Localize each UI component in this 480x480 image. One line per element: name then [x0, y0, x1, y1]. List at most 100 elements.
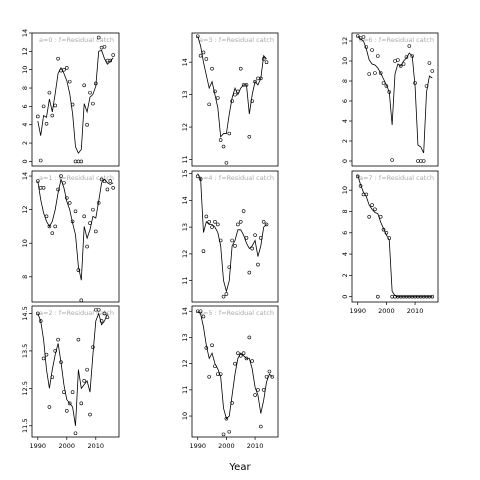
y-tick-label: 12	[21, 205, 29, 213]
data-point	[253, 393, 257, 397]
fitted-line	[37, 177, 114, 281]
panel-0: a=0 : f=Residual catch 0 2 4 6 8 10 12 14	[21, 29, 120, 167]
data-point	[261, 219, 266, 224]
data-point	[70, 102, 75, 107]
y-tick-label: 2	[21, 141, 29, 145]
data-point	[390, 158, 394, 162]
data-point	[221, 294, 226, 299]
data-point	[210, 343, 214, 348]
data-point	[407, 44, 412, 48]
panel-frame	[191, 170, 279, 303]
data-point	[96, 35, 101, 40]
data-point	[62, 390, 66, 394]
data-point	[70, 219, 75, 224]
data-point	[198, 53, 203, 58]
y-tick-label: 0	[341, 295, 349, 299]
data-point	[216, 222, 220, 227]
data-point	[267, 369, 272, 374]
data-point	[373, 71, 377, 75]
y-tick-label: 10	[341, 186, 349, 194]
data-point	[230, 99, 234, 103]
y-tick-label: 10	[21, 66, 29, 74]
data-point	[53, 224, 58, 229]
y-tick-label: 6	[341, 231, 349, 235]
data-point	[198, 309, 203, 314]
data-point	[250, 359, 254, 363]
y-tick-label: 12	[181, 250, 189, 258]
y-tick-label: 14	[181, 58, 189, 66]
y-tick-label: 6	[341, 99, 349, 103]
data-point	[73, 209, 78, 214]
data-point	[38, 185, 43, 190]
data-point	[213, 89, 217, 94]
data-point	[224, 416, 229, 421]
panel-5: a=5 : f=Residual catch 10 11 12 13 14 1990 2000…	[181, 305, 279, 450]
data-point	[102, 179, 107, 183]
y-tick-label: 4	[341, 252, 349, 256]
data-point	[94, 81, 98, 86]
data-point	[102, 44, 107, 49]
data-point	[236, 222, 240, 227]
data-point	[250, 246, 254, 251]
panel-strip-label: a=3 : f=Residual catch	[199, 36, 274, 44]
data-point	[56, 187, 60, 192]
data-point	[258, 424, 263, 429]
fitted-line	[357, 175, 433, 298]
panel-strip-label: a=5 : f=Residual catch	[199, 309, 274, 317]
panel-1: a=1 : f=Residual catch 8 10 12 14	[21, 170, 120, 303]
x-axis-label: Year	[228, 462, 251, 473]
data-point	[76, 159, 81, 164]
fitted-line	[357, 35, 433, 154]
data-point	[410, 54, 415, 58]
data-point	[79, 298, 84, 303]
data-point	[401, 62, 406, 66]
data-point	[79, 159, 84, 164]
panel-strip-label: a=4 : f=Residual catch	[199, 174, 274, 182]
data-point	[204, 346, 209, 350]
data-point	[96, 307, 101, 312]
panel-7: a=7 : f=Residual catch 0 2 4 6 8 10 1990 2000 201…	[341, 170, 439, 315]
data-point	[85, 244, 89, 249]
data-point	[91, 101, 95, 106]
panel-frame	[31, 32, 120, 167]
data-point	[367, 214, 372, 219]
data-point	[364, 45, 369, 49]
data-point	[387, 90, 392, 94]
data-point	[253, 233, 257, 237]
data-point	[227, 265, 232, 270]
data-point	[201, 50, 206, 55]
data-point	[264, 222, 269, 227]
data-point	[427, 61, 432, 65]
data-point	[221, 144, 226, 149]
data-point	[370, 48, 374, 52]
data-point	[67, 201, 72, 205]
data-point	[82, 379, 86, 383]
data-point	[258, 236, 263, 240]
data-point	[247, 270, 252, 275]
data-point	[224, 292, 229, 296]
data-point	[370, 203, 374, 207]
panel-4: a=4 : f=Residual catch 11 12 13 14 15	[181, 170, 279, 303]
data-point	[210, 66, 214, 71]
data-point	[207, 102, 211, 107]
data-point	[378, 71, 383, 75]
data-point	[367, 72, 372, 76]
data-point	[201, 314, 206, 319]
data-point	[204, 214, 209, 219]
data-point	[44, 352, 49, 357]
panel-strip-label: a=2 : f=Residual catch	[39, 309, 114, 317]
panel-frame	[351, 170, 439, 303]
data-point	[256, 388, 260, 392]
data-point	[44, 122, 49, 126]
y-tick-label: 0	[21, 159, 29, 163]
data-point	[230, 238, 234, 243]
y-tick-label: 12	[341, 37, 349, 45]
data-point	[421, 159, 426, 163]
y-tick-label: 12.5	[21, 381, 29, 395]
data-point	[99, 45, 104, 50]
y-tick-label: 14	[181, 307, 189, 315]
y-tick-label: 10	[21, 239, 29, 247]
data-point	[105, 315, 110, 320]
data-point	[65, 66, 69, 70]
